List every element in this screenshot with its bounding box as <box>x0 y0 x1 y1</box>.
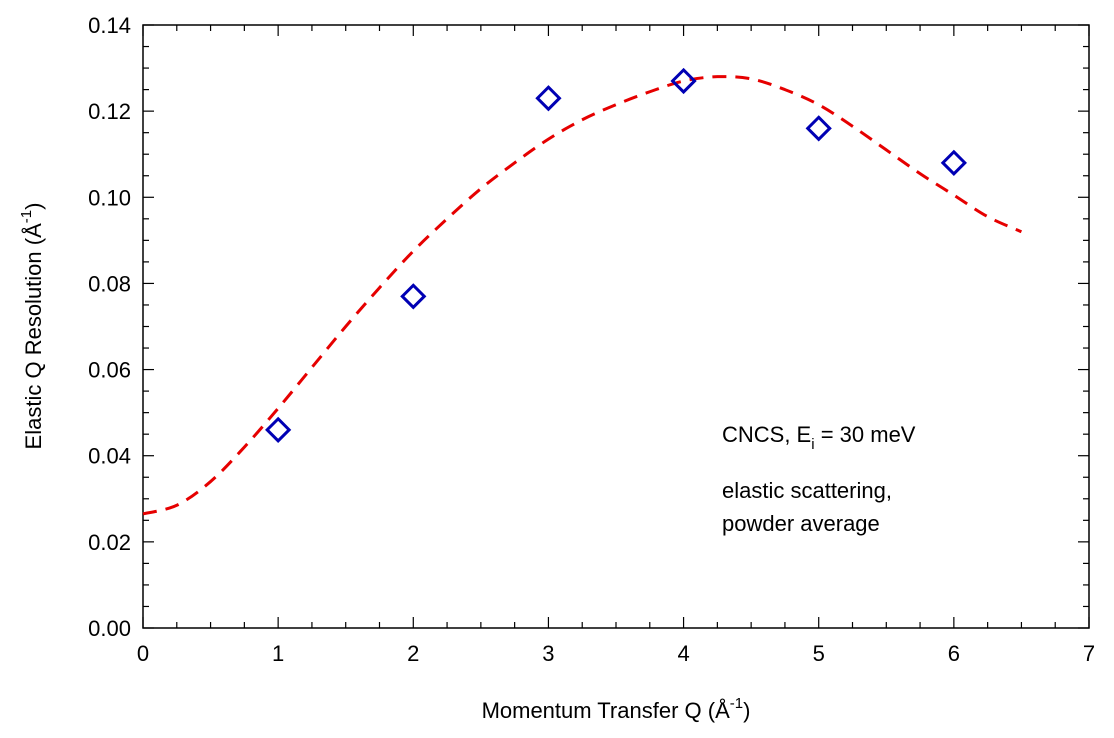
data-point-marker <box>940 149 967 176</box>
y-tick-labels: 0.00 0.02 0.04 0.06 0.08 0.10 0.12 0.14 <box>88 13 131 641</box>
y-tick-label: 0.08 <box>88 271 131 296</box>
y-tick-label: 0.10 <box>88 185 131 210</box>
data-point-marker <box>265 416 292 443</box>
data-point-marker <box>535 85 562 112</box>
y-tick-label: 0.12 <box>88 99 131 124</box>
annotation-average: powder average <box>722 511 880 536</box>
annotation-instrument: CNCS, Ei = 30 meV <box>722 422 916 453</box>
ticks <box>142 24 1090 629</box>
model-curve <box>142 75 1023 516</box>
x-tick-label: 7 <box>1083 641 1095 666</box>
data-point-marker <box>805 115 832 142</box>
plot-frame <box>142 24 1090 629</box>
x-tick-labels: 0 1 2 3 4 5 6 7 <box>137 641 1095 666</box>
x-axis-title: Momentum Transfer Q (Å-1) <box>482 695 751 723</box>
x-tick-label: 4 <box>677 641 689 666</box>
x-tick-label: 5 <box>813 641 825 666</box>
data-point-marker <box>400 283 427 310</box>
x-tick-label: 0 <box>137 641 149 666</box>
y-tick-label: 0.02 <box>88 530 131 555</box>
y-tick-label: 0.00 <box>88 616 131 641</box>
y-tick-label: 0.04 <box>88 444 131 469</box>
y-tick-label: 0.06 <box>88 358 131 383</box>
x-tick-label: 3 <box>542 641 554 666</box>
x-tick-label: 2 <box>407 641 419 666</box>
data-markers <box>265 67 967 443</box>
x-tick-label: 1 <box>272 641 284 666</box>
annotation-scattering: elastic scattering, <box>722 478 892 503</box>
y-tick-label: 0.14 <box>88 13 131 38</box>
data-point-marker <box>670 67 697 95</box>
x-tick-label: 6 <box>948 641 960 666</box>
y-axis-title: Elastic Q Resolution (Å-1) <box>18 203 46 450</box>
